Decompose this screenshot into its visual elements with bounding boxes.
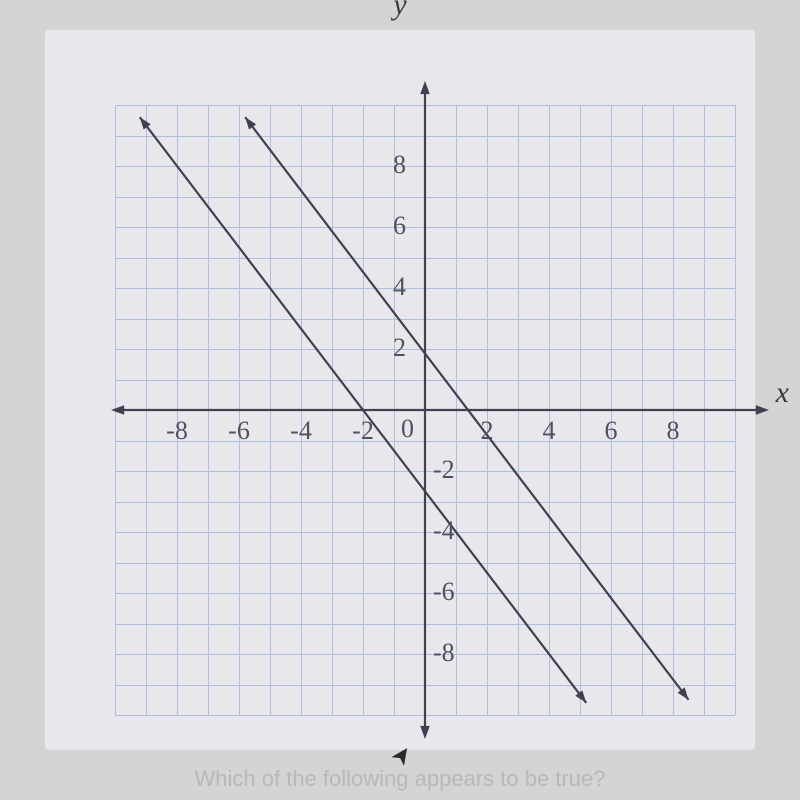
y-axis-arrow-down bbox=[420, 726, 430, 739]
origin-label: 0 bbox=[401, 414, 414, 444]
plot-line-1 bbox=[245, 117, 688, 700]
x-tick-label: -4 bbox=[281, 416, 321, 446]
x-tick-label: -6 bbox=[219, 416, 259, 446]
x-tick-label: 4 bbox=[529, 416, 569, 446]
y-tick-label: -2 bbox=[433, 455, 455, 485]
x-tick-label: -2 bbox=[343, 416, 383, 446]
x-axis-arrow-left bbox=[111, 405, 124, 415]
y-axis-arrow-up bbox=[420, 81, 430, 94]
y-tick-label: 6 bbox=[393, 211, 406, 241]
x-tick-label: 8 bbox=[653, 416, 693, 446]
x-axis-label: x bbox=[776, 376, 789, 410]
y-axis-label: y bbox=[393, 0, 406, 22]
y-tick-label: -4 bbox=[433, 516, 455, 546]
y-tick-label: 2 bbox=[393, 333, 406, 363]
plot-area: -8-6-4-2246802468-2-4-6-8 bbox=[115, 105, 735, 715]
x-tick-label: 2 bbox=[467, 416, 507, 446]
x-tick-label: -8 bbox=[157, 416, 197, 446]
x-axis-arrow-right bbox=[756, 405, 769, 415]
question-text: Which of the following appears to be tru… bbox=[195, 766, 606, 792]
y-tick-label: -8 bbox=[433, 638, 455, 668]
x-tick-label: 6 bbox=[591, 416, 631, 446]
y-tick-label: 4 bbox=[393, 272, 406, 302]
svg-overlay bbox=[115, 105, 735, 715]
photo-frame: y -8-6-4-2246802468-2-4-6-8 x bbox=[45, 30, 755, 750]
y-tick-label: 8 bbox=[393, 150, 406, 180]
y-tick-label: -6 bbox=[433, 577, 455, 607]
